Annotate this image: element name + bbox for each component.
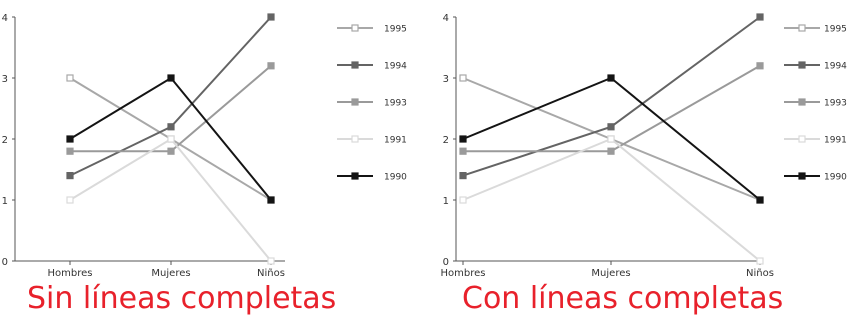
y-tick-label: 2 xyxy=(443,135,449,146)
chart-caption: Con líneas completas xyxy=(462,281,784,316)
legend-marker-1993 xyxy=(798,98,806,106)
legend-label-1990: 1990 xyxy=(824,173,847,183)
data-point-1994 xyxy=(66,172,74,180)
legend-marker-1994 xyxy=(351,61,359,69)
legend-label-1991: 1991 xyxy=(824,136,847,146)
data-point-1993 xyxy=(756,62,764,70)
x-tick-label: Mujeres xyxy=(591,268,630,279)
series-line-1991 xyxy=(462,137,761,262)
legend-marker-1990 xyxy=(351,172,359,180)
y-tick-label: 1 xyxy=(2,196,8,207)
legend-label-1993: 1993 xyxy=(824,99,847,109)
data-point-1991 xyxy=(66,196,74,204)
chart-panel-sin-lineas: 0 1 2 3 4 Hombres Mujeres Niños 1995 1994 1993 1991… xyxy=(0,0,425,320)
y-tick-label: 0 xyxy=(2,257,8,268)
y-tick-label: 2 xyxy=(2,135,8,146)
data-point-1990 xyxy=(607,74,615,82)
legend-marker-1995 xyxy=(351,24,359,32)
legend-marker-1994 xyxy=(798,61,806,69)
chart-caption: Sin líneas completas xyxy=(27,281,337,316)
y-tick-label: 1 xyxy=(443,196,449,207)
legend-marker-1995 xyxy=(798,24,806,32)
data-point-1990 xyxy=(66,135,74,143)
y-tick-label: 0 xyxy=(443,257,449,268)
data-point-1994 xyxy=(459,172,467,180)
legend-label-1994: 1994 xyxy=(824,62,847,72)
data-point-1994 xyxy=(756,13,764,21)
data-point-1990 xyxy=(756,196,764,204)
legend-marker-1990 xyxy=(798,172,806,180)
data-point-1991 xyxy=(167,135,175,143)
legend-label-1994: 1994 xyxy=(384,62,407,72)
line-chart-sin-lineas: 0 1 2 3 4 Hombres Mujeres Niños 1995 1994 1993 1991… xyxy=(2,13,408,279)
x-tick-label: Hombres xyxy=(48,268,93,279)
data-point-1991 xyxy=(756,257,764,265)
y-tick-label: 4 xyxy=(443,13,449,24)
x-tick-label: Niños xyxy=(746,268,774,279)
y-tick-label: 3 xyxy=(443,74,449,85)
data-point-1994 xyxy=(607,123,615,131)
legend-marker-1991 xyxy=(351,135,359,143)
data-point-1993 xyxy=(167,147,175,155)
chart-panel-con-lineas: 0 1 2 3 4 Hombres Mujeres Niños 1995 1994 1993 1991… xyxy=(426,0,851,320)
data-point-1990 xyxy=(267,196,275,204)
data-point-1993 xyxy=(459,147,467,155)
legend-label-1991: 1991 xyxy=(384,136,407,146)
data-point-1991 xyxy=(267,257,275,265)
y-tick-label: 3 xyxy=(2,74,8,85)
data-point-1994 xyxy=(167,123,175,131)
data-point-1993 xyxy=(607,147,615,155)
series-line-1991 xyxy=(69,137,272,262)
data-point-1995 xyxy=(459,74,467,82)
data-point-1993 xyxy=(66,147,74,155)
x-tick-label: Niños xyxy=(257,268,285,279)
legend-label-1995: 1995 xyxy=(384,25,407,35)
legend-label-1995: 1995 xyxy=(824,25,847,35)
line-chart-con-lineas: 0 1 2 3 4 Hombres Mujeres Niños 1995 1994 1993 1991… xyxy=(441,13,848,279)
data-point-1993 xyxy=(267,62,275,70)
data-point-1990 xyxy=(167,74,175,82)
legend-marker-1993 xyxy=(351,98,359,106)
x-tick-label: Hombres xyxy=(441,268,486,279)
data-point-1991 xyxy=(459,196,467,204)
legend-marker-1991 xyxy=(798,135,806,143)
y-tick-label: 4 xyxy=(2,13,8,24)
data-point-1994 xyxy=(267,13,275,21)
legend-label-1990: 1990 xyxy=(384,173,407,183)
legend-label-1993: 1993 xyxy=(384,99,407,109)
data-point-1990 xyxy=(459,135,467,143)
x-tick-label: Mujeres xyxy=(151,268,190,279)
data-point-1991 xyxy=(607,135,615,143)
data-point-1995 xyxy=(66,74,74,82)
